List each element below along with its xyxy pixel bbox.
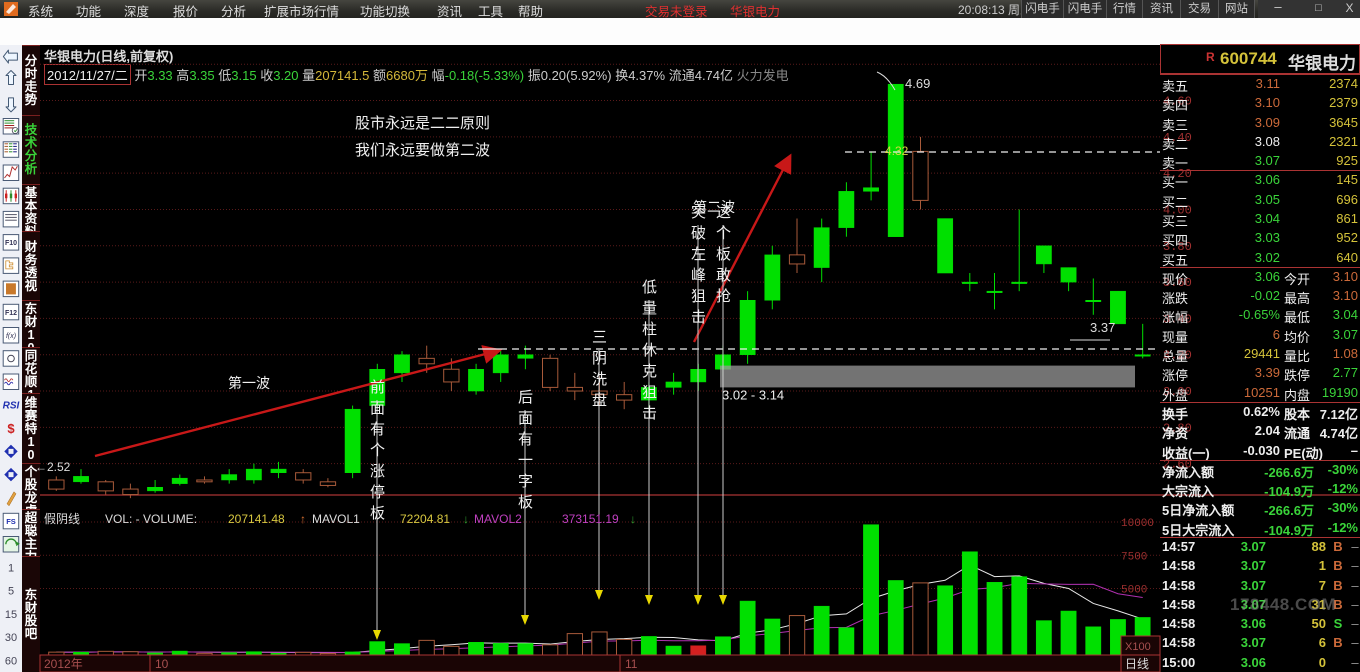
svg-text:MAVOL2: MAVOL2 — [474, 512, 522, 526]
svg-text:2012年: 2012年 — [44, 657, 83, 671]
svg-text:击: 击 — [642, 405, 657, 422]
svg-text:↑: ↑ — [300, 512, 306, 526]
svg-text:突: 突 — [691, 204, 706, 221]
svg-text:4.32: 4.32 — [885, 144, 909, 158]
svg-text:击: 击 — [691, 309, 706, 326]
svg-text:有: 有 — [370, 421, 385, 438]
svg-text:3.02 - 3.14: 3.02 - 3.14 — [722, 387, 784, 402]
svg-text:后: 后 — [518, 389, 533, 406]
svg-text:3.37: 3.37 — [1090, 320, 1115, 335]
svg-text:X100: X100 — [1125, 641, 1151, 653]
svg-text:字: 字 — [518, 473, 533, 490]
svg-text:洗: 洗 — [592, 371, 607, 388]
svg-text:停: 停 — [370, 484, 385, 501]
svg-text:7500: 7500 — [1121, 551, 1147, 563]
svg-text:三: 三 — [592, 329, 607, 346]
svg-text:日线: 日线 — [1125, 657, 1149, 671]
svg-text:抢: 抢 — [716, 287, 731, 305]
svg-text:11: 11 — [625, 657, 638, 671]
svg-text:我们永远要做第二波: 我们永远要做第二波 — [355, 141, 490, 159]
svg-text:板: 板 — [716, 245, 731, 263]
svg-text:克: 克 — [642, 363, 657, 380]
svg-text:VOL: - VOLUME:: VOL: - VOLUME: — [105, 512, 197, 526]
svg-text:阴: 阴 — [592, 350, 607, 367]
svg-text:前: 前 — [370, 379, 385, 396]
svg-text:左: 左 — [691, 246, 706, 263]
svg-text:10: 10 — [155, 657, 169, 671]
svg-text:373151.19: 373151.19 — [562, 512, 619, 526]
svg-text:207141.48: 207141.48 — [228, 512, 285, 526]
svg-text:板: 板 — [518, 493, 533, 511]
svg-text:峰: 峰 — [691, 267, 706, 284]
svg-text:股市永远是二二原则: 股市永远是二二原则 — [355, 115, 490, 132]
svg-text:MAVOL1: MAVOL1 — [312, 512, 360, 526]
svg-text:柱: 柱 — [642, 321, 657, 338]
svg-text:低: 低 — [642, 279, 657, 296]
svg-text:狙: 狙 — [691, 288, 706, 305]
svg-text:破: 破 — [691, 225, 706, 242]
svg-text:一: 一 — [518, 452, 533, 469]
svg-text:面: 面 — [370, 400, 385, 417]
svg-text:量: 量 — [642, 300, 657, 317]
svg-text:↓: ↓ — [630, 512, 636, 526]
svg-text:假阴线: 假阴线 — [44, 512, 80, 526]
svg-text:72204.81: 72204.81 — [400, 512, 450, 526]
svg-text:面: 面 — [518, 410, 533, 427]
svg-text:个: 个 — [716, 225, 731, 242]
svg-text:这: 这 — [716, 204, 731, 221]
svg-text:←2.52: ←2.52 — [35, 460, 71, 474]
svg-text:涨: 涨 — [370, 463, 385, 480]
svg-text:↓: ↓ — [463, 512, 469, 526]
svg-text:板: 板 — [370, 504, 385, 522]
svg-text:个: 个 — [370, 442, 385, 459]
svg-text:敢: 敢 — [716, 267, 731, 284]
svg-text:4.69: 4.69 — [905, 76, 930, 91]
svg-text:第一波: 第一波 — [228, 375, 270, 391]
svg-text:休: 休 — [642, 342, 657, 359]
svg-text:狙: 狙 — [642, 384, 657, 401]
svg-text:盘: 盘 — [592, 391, 607, 409]
svg-text:有: 有 — [518, 431, 533, 448]
svg-text:10000: 10000 — [1121, 518, 1154, 530]
